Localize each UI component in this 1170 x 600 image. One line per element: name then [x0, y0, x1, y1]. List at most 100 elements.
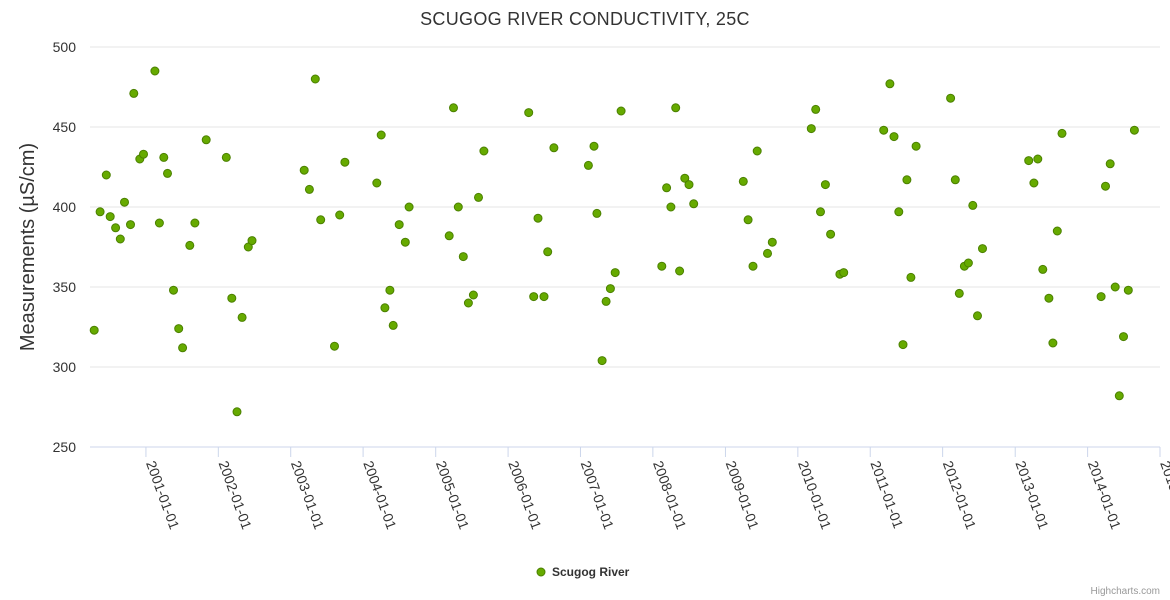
data-point[interactable] — [806, 124, 816, 134]
data-point[interactable] — [524, 108, 534, 118]
data-point[interactable] — [458, 252, 468, 262]
data-point[interactable] — [1052, 226, 1062, 236]
data-point[interactable] — [748, 261, 758, 271]
data-point[interactable] — [163, 168, 172, 178]
data-point[interactable] — [820, 180, 830, 190]
data-point[interactable] — [885, 79, 895, 89]
data-point[interactable] — [671, 103, 681, 113]
data-point[interactable] — [340, 157, 350, 167]
data-point[interactable] — [662, 183, 672, 193]
data-point[interactable] — [1048, 338, 1058, 348]
data-point[interactable] — [453, 202, 463, 212]
data-point[interactable] — [1096, 292, 1106, 302]
data-point[interactable] — [1119, 332, 1128, 342]
data-point[interactable] — [105, 212, 115, 222]
data-point[interactable] — [811, 104, 821, 114]
data-point[interactable] — [963, 258, 973, 268]
data-point[interactable] — [376, 130, 386, 140]
data-point[interactable] — [129, 88, 139, 98]
data-point[interactable] — [826, 229, 836, 239]
data-point[interactable] — [474, 192, 483, 202]
data-point[interactable] — [675, 266, 685, 276]
data-point[interactable] — [950, 175, 960, 185]
data-point[interactable] — [247, 236, 257, 246]
data-point[interactable] — [1038, 264, 1048, 274]
data-point[interactable] — [533, 213, 543, 223]
data-point[interactable] — [159, 152, 169, 162]
data-point[interactable] — [592, 208, 602, 218]
data-point[interactable] — [738, 176, 748, 186]
data-point[interactable] — [902, 175, 912, 185]
data-point[interactable] — [449, 103, 458, 113]
data-point[interactable] — [1129, 125, 1139, 135]
data-point[interactable] — [150, 66, 160, 76]
data-point[interactable] — [185, 240, 195, 250]
data-point[interactable] — [330, 341, 339, 351]
data-point[interactable] — [95, 207, 105, 217]
data-point[interactable] — [666, 202, 676, 212]
data-point[interactable] — [894, 207, 904, 217]
data-point[interactable] — [380, 303, 390, 313]
data-point[interactable] — [139, 149, 148, 159]
data-point[interactable] — [889, 132, 899, 142]
data-point[interactable] — [689, 199, 699, 209]
data-point[interactable] — [463, 298, 473, 308]
legend-label[interactable]: Scugog River — [552, 565, 630, 579]
data-point[interactable] — [372, 178, 382, 188]
data-point[interactable] — [444, 231, 454, 241]
data-point[interactable] — [89, 325, 99, 335]
data-point[interactable] — [232, 407, 242, 417]
data-point[interactable] — [1101, 181, 1110, 191]
data-point[interactable] — [310, 74, 320, 84]
data-point[interactable] — [1029, 178, 1039, 188]
data-point[interactable] — [394, 220, 404, 230]
data-point[interactable] — [763, 248, 772, 258]
data-point[interactable] — [201, 135, 211, 145]
data-point[interactable] — [839, 268, 849, 278]
data-point[interactable] — [680, 173, 690, 183]
data-point[interactable] — [906, 272, 916, 282]
data-point[interactable] — [601, 296, 611, 306]
data-point[interactable] — [237, 312, 247, 322]
data-point[interactable] — [1057, 128, 1067, 138]
data-point[interactable] — [616, 106, 626, 116]
data-point[interactable] — [190, 218, 200, 228]
data-point[interactable] — [385, 285, 395, 295]
data-point[interactable] — [589, 141, 599, 151]
data-point[interactable] — [304, 184, 314, 194]
credits-link[interactable]: Highcharts.com — [1091, 586, 1160, 597]
data-point[interactable] — [911, 141, 921, 151]
data-point[interactable] — [610, 268, 620, 278]
data-point[interactable] — [1105, 159, 1115, 169]
data-point[interactable] — [111, 223, 121, 233]
data-point[interactable] — [543, 247, 553, 257]
data-point[interactable] — [978, 244, 987, 254]
data-point[interactable] — [1114, 391, 1124, 401]
data-point[interactable] — [1044, 293, 1054, 303]
data-point[interactable] — [1123, 285, 1133, 295]
data-point[interactable] — [388, 320, 398, 330]
data-point[interactable] — [120, 197, 129, 207]
data-point[interactable] — [174, 324, 184, 334]
data-point[interactable] — [767, 237, 777, 247]
data-point[interactable] — [479, 146, 489, 156]
data-point[interactable] — [968, 200, 978, 210]
data-point[interactable] — [1110, 282, 1120, 292]
data-point[interactable] — [973, 311, 982, 321]
data-point[interactable] — [583, 160, 593, 170]
data-point[interactable] — [597, 356, 607, 366]
data-point[interactable] — [657, 261, 667, 271]
data-point[interactable] — [605, 284, 615, 294]
data-point[interactable] — [898, 340, 908, 350]
data-point[interactable] — [954, 288, 964, 298]
data-point[interactable] — [404, 202, 414, 212]
data-point[interactable] — [299, 165, 309, 175]
legend-marker[interactable] — [536, 567, 546, 577]
data-point[interactable] — [816, 207, 825, 217]
data-point[interactable] — [743, 215, 753, 225]
data-point[interactable] — [126, 220, 135, 230]
data-point[interactable] — [101, 170, 111, 180]
data-point[interactable] — [1024, 156, 1034, 166]
legend[interactable]: Scugog River — [536, 565, 630, 579]
data-point[interactable] — [879, 125, 889, 135]
